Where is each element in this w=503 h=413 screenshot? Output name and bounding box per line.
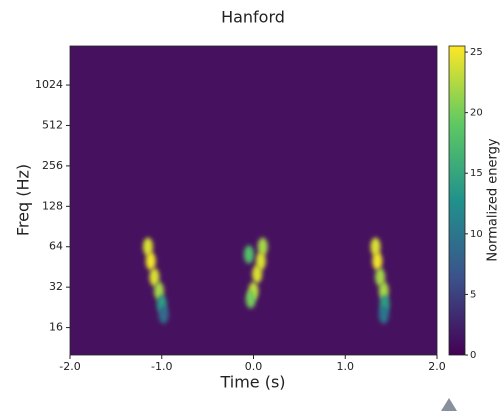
corner-icon: [441, 398, 457, 411]
y-tick-label: 256: [42, 159, 63, 172]
chart-title: Hanford: [221, 8, 285, 27]
colorbar-tick-label: 5: [470, 289, 476, 300]
y-tick-label: 32: [49, 280, 63, 293]
x-tick-label: -1.0: [151, 360, 172, 373]
colorbar-tick-label: 20: [470, 108, 483, 119]
colorbar-label: Normalized energy: [486, 138, 501, 261]
energy-blob: [378, 305, 389, 324]
x-tick-label: 1.0: [337, 360, 355, 373]
spectrogram: [142, 237, 390, 324]
y-tick-label: 1024: [35, 78, 63, 91]
energy-blob: [245, 290, 256, 309]
energy-blob: [158, 305, 169, 324]
colorbar-tick-label: 25: [470, 47, 483, 58]
x-tick-label: -2.0: [59, 360, 80, 373]
x-tick-label: 2.0: [428, 360, 446, 373]
energy-blob: [257, 237, 268, 256]
energy-blob: [252, 265, 263, 284]
colorbar: [448, 45, 466, 356]
energy-blob: [372, 252, 383, 271]
energy-blob: [370, 237, 381, 256]
colorbar-tick-label: 0: [470, 350, 476, 361]
y-tick-label: 64: [49, 240, 63, 253]
x-axis-label: Time (s): [219, 373, 285, 392]
colorbar-tick-label: 15: [470, 168, 483, 179]
colorbar-tick-label: 10: [470, 229, 483, 240]
y-axis-label: Freq (Hz): [14, 164, 33, 236]
y-tick-label: 128: [42, 199, 63, 212]
energy-blob: [375, 268, 386, 287]
energy-blob: [243, 245, 254, 264]
y-tick-label: 512: [42, 118, 63, 131]
x-tick-label: 0.0: [245, 360, 263, 373]
energy-blob: [142, 237, 153, 256]
energy-blob: [149, 268, 160, 287]
energy-blob: [145, 252, 156, 271]
y-tick-label: 16: [49, 321, 63, 334]
